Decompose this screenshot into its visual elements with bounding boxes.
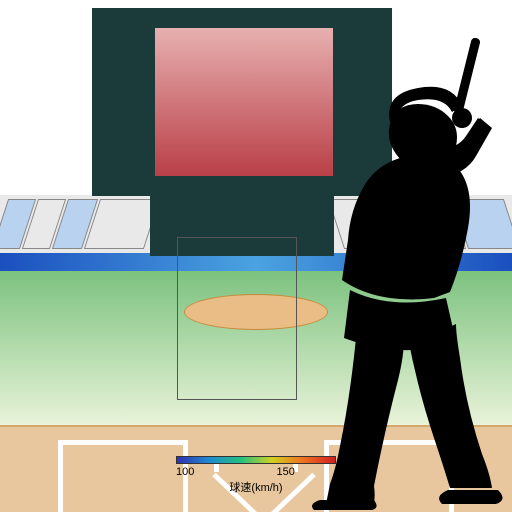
batter-box-left — [58, 440, 188, 445]
batter-box-left — [58, 440, 63, 512]
batter-silhouette — [290, 38, 510, 510]
speed-tick: 100 — [176, 466, 194, 478]
strike-zone — [177, 237, 297, 400]
